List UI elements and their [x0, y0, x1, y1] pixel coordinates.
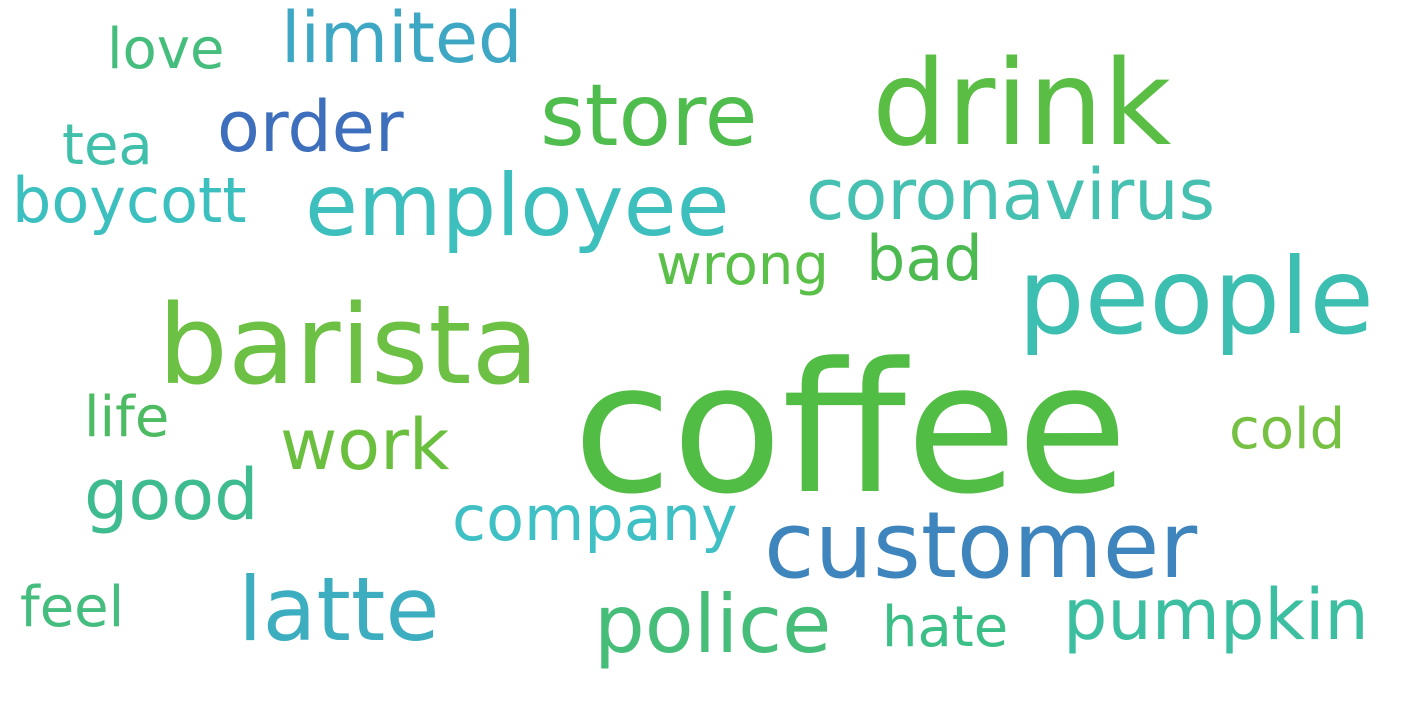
word-drink: drink — [872, 34, 1172, 172]
word-feel: feel — [20, 575, 125, 640]
word-limited: limited — [281, 0, 523, 79]
word-cold: cold — [1229, 397, 1346, 462]
word-police: police — [594, 578, 832, 671]
word-bad: bad — [866, 222, 983, 295]
word-pumpkin: pumpkin — [1063, 574, 1369, 656]
word-barista: barista — [158, 281, 539, 409]
word-wrong: wrong — [656, 233, 829, 298]
word-good: good — [84, 454, 259, 536]
word-latte: latte — [238, 558, 440, 661]
word-store: store — [540, 66, 758, 166]
word-tea: tea — [62, 113, 153, 178]
word-life: life — [84, 385, 170, 450]
word-coffee: coffee — [573, 325, 1128, 534]
word-customer: customer — [764, 492, 1198, 599]
word-hate: hate — [882, 595, 1009, 660]
word-company: company — [452, 482, 738, 555]
word-coronavirus: coronavirus — [806, 154, 1216, 236]
word-boycott: boycott — [12, 164, 247, 237]
word-work: work — [280, 404, 450, 486]
word-employee: employee — [305, 156, 730, 256]
word-love: love — [107, 17, 225, 82]
word-people: people — [1018, 236, 1374, 358]
word-order: order — [217, 86, 404, 168]
